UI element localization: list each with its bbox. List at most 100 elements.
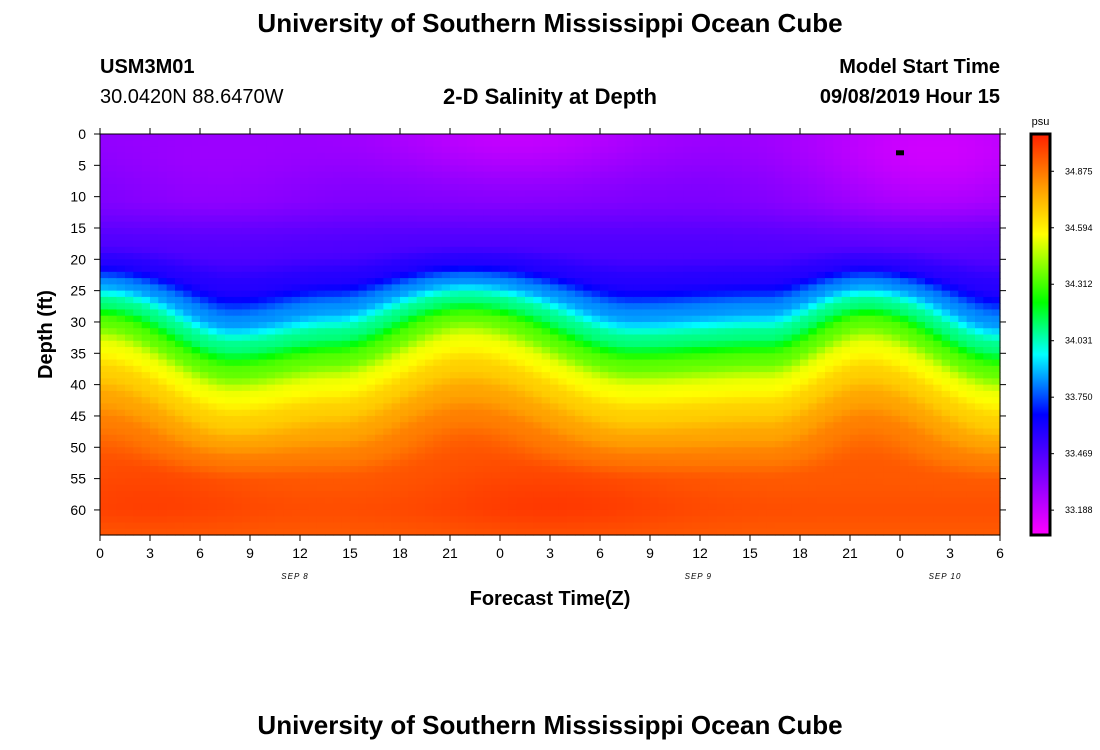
heatmap-cell xyxy=(391,447,401,455)
heatmap-cell xyxy=(666,497,676,505)
heatmap-cell xyxy=(566,384,576,392)
heatmap-cell xyxy=(566,372,576,379)
heatmap-cell xyxy=(300,278,309,285)
heatmap-cell xyxy=(516,240,526,248)
heatmap-cell xyxy=(400,509,409,517)
heatmap-cell xyxy=(525,134,534,141)
heatmap-cell xyxy=(183,215,193,223)
heatmap-cell xyxy=(741,134,751,141)
heatmap-cell xyxy=(541,177,551,185)
heatmap-cell xyxy=(300,478,309,486)
heatmap-cell xyxy=(225,340,234,348)
heatmap-cell xyxy=(583,259,593,267)
heatmap-cell xyxy=(566,221,576,229)
heatmap-cell xyxy=(508,509,518,517)
heatmap-cell xyxy=(533,328,543,336)
heatmap-cell xyxy=(316,522,326,530)
heatmap-cell xyxy=(575,196,584,204)
heatmap-cell xyxy=(641,196,651,204)
heatmap-cell xyxy=(308,384,318,392)
heatmap-cell xyxy=(150,278,159,285)
heatmap-cell xyxy=(175,284,184,292)
heatmap-cell xyxy=(466,202,476,210)
heatmap-cell xyxy=(316,491,326,499)
heatmap-cell xyxy=(358,353,368,361)
heatmap-cell xyxy=(333,202,343,210)
heatmap-cell xyxy=(158,340,168,348)
heatmap-cell xyxy=(225,177,234,185)
heatmap-cell xyxy=(500,516,509,524)
heatmap-cell xyxy=(375,378,384,386)
heatmap-cell xyxy=(416,503,426,511)
heatmap-cell xyxy=(266,177,276,185)
heatmap-cell xyxy=(166,253,176,260)
heatmap-cell xyxy=(500,415,509,423)
heatmap-cell xyxy=(366,190,376,198)
heatmap-cell xyxy=(691,177,701,185)
heatmap-cell xyxy=(241,353,251,361)
heatmap-cell xyxy=(475,434,484,442)
heatmap-cell xyxy=(275,415,284,423)
heatmap-cell xyxy=(666,309,676,317)
heatmap-cell xyxy=(466,309,476,317)
heatmap-cell xyxy=(575,234,584,242)
heatmap-cell xyxy=(500,466,509,473)
heatmap-cell xyxy=(450,491,459,499)
heatmap-cell xyxy=(291,415,301,423)
heatmap-cell xyxy=(733,190,743,198)
heatmap-cell xyxy=(425,221,434,229)
heatmap-cell xyxy=(341,365,351,373)
heatmap-cell xyxy=(641,397,651,405)
heatmap-cell xyxy=(433,397,443,405)
heatmap-cell xyxy=(683,472,693,480)
heatmap-cell xyxy=(150,209,159,217)
heatmap-cell xyxy=(458,422,468,430)
heatmap-cell xyxy=(550,246,559,254)
heatmap-cell xyxy=(441,347,451,354)
heatmap-cell xyxy=(700,234,709,242)
heatmap-cell xyxy=(316,472,326,480)
heatmap-cell xyxy=(250,140,259,148)
heatmap-cell xyxy=(633,409,643,417)
heatmap-cell xyxy=(533,221,543,229)
heatmap-cell xyxy=(741,372,751,379)
heatmap-cell xyxy=(550,221,559,229)
heatmap-cell xyxy=(541,227,551,235)
heatmap-cell xyxy=(100,321,109,329)
heatmap-cell xyxy=(208,359,218,367)
heatmap-cell xyxy=(375,227,384,235)
heatmap-cell xyxy=(591,259,601,267)
heatmap-cell xyxy=(691,315,701,323)
heatmap-cell xyxy=(366,259,376,267)
heatmap-cell xyxy=(225,171,234,179)
heatmap-cell xyxy=(741,171,751,179)
heatmap-cell xyxy=(725,134,734,141)
heatmap-cell xyxy=(525,384,534,392)
heatmap-cell xyxy=(408,472,418,480)
heatmap-cell xyxy=(483,491,493,499)
heatmap-cell xyxy=(166,221,176,229)
heatmap-cell xyxy=(425,290,434,298)
heatmap-cell xyxy=(591,271,601,279)
heatmap-cell xyxy=(583,328,593,336)
heatmap-cell xyxy=(533,227,543,235)
heatmap-cell xyxy=(608,227,618,235)
heatmap-cell xyxy=(341,165,351,173)
heatmap-cell xyxy=(591,528,601,536)
heatmap-cell xyxy=(325,353,334,361)
heatmap-cell xyxy=(583,491,593,499)
heatmap-cell xyxy=(725,140,734,148)
heatmap-cell xyxy=(541,209,551,217)
heatmap-cell xyxy=(675,234,684,242)
heatmap-cell xyxy=(700,152,709,160)
heatmap-cell xyxy=(508,140,518,148)
heatmap-cell xyxy=(616,453,626,461)
heatmap-cell xyxy=(491,271,501,279)
heatmap-cell xyxy=(666,184,676,191)
heatmap-cell xyxy=(658,246,668,254)
heatmap-cell xyxy=(641,253,651,260)
heatmap-cell xyxy=(208,466,218,473)
heatmap-cell xyxy=(725,259,734,267)
heatmap-cell xyxy=(258,497,268,505)
heatmap-cell xyxy=(383,253,393,260)
